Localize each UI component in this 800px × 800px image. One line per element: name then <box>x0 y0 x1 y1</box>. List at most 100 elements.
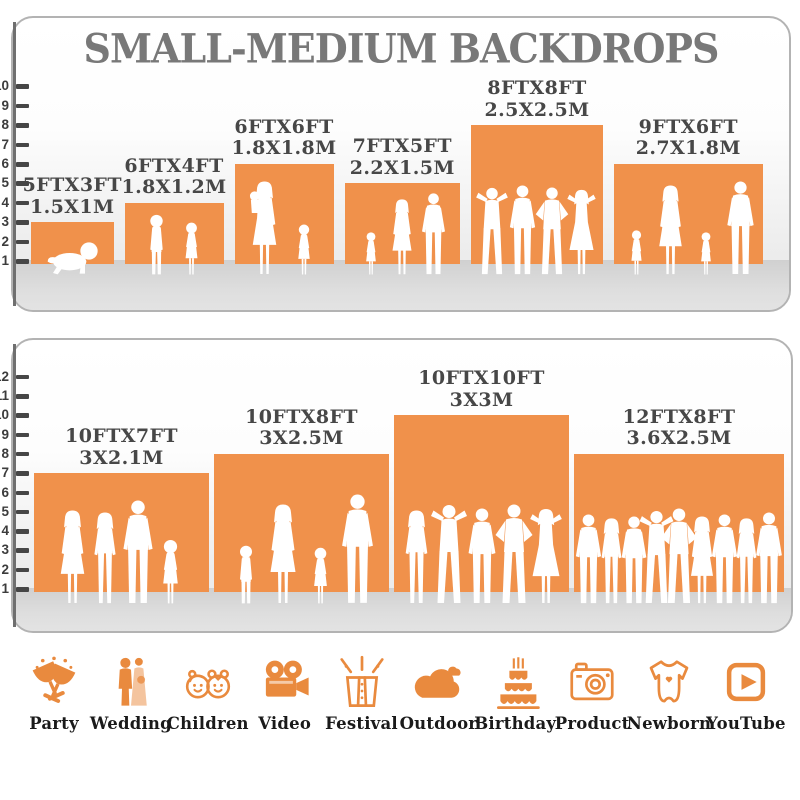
bar-size-feet: 10FTX8FT <box>245 405 358 428</box>
category-item-wedding: Wedding <box>89 655 172 733</box>
figure-woman-arms-up <box>522 508 570 604</box>
y-axis-tick-label: 5 <box>1 175 9 191</box>
figure-baby-crawling <box>39 235 106 275</box>
bar-size-feet: 6FTX4FT <box>124 154 224 177</box>
y-axis-tick-label: 4 <box>1 523 9 539</box>
y-axis-tick-label: 12 <box>0 368 9 384</box>
figure-woman <box>648 185 693 275</box>
y-axis-tick-mark <box>16 471 29 476</box>
y-axis-tick-label: 6 <box>1 484 9 500</box>
category-label: Wedding <box>89 714 172 733</box>
bar-size-meters: 1.8X1.2M <box>121 176 227 199</box>
y-axis-tick-label: 6 <box>1 156 9 171</box>
category-item-product: Product <box>554 655 630 733</box>
category-item-children: Children <box>166 655 249 733</box>
y-axis-tick-label: 9 <box>1 97 9 113</box>
figure-girl <box>695 231 717 275</box>
figure-man <box>702 514 747 604</box>
y-axis-tick-mark <box>16 123 29 128</box>
category-label: Newborn <box>626 714 712 733</box>
figure-man <box>717 181 764 275</box>
bar-size-label: 10FTX7FT 3X2.1M <box>65 425 178 469</box>
figure-man-arms-up <box>633 510 680 604</box>
figure-man <box>330 494 385 604</box>
figure-man <box>413 193 454 275</box>
y-axis-tick-mark <box>16 567 29 573</box>
category-item-youtube: YouTube <box>706 655 785 733</box>
y-axis-tick-mark <box>16 529 29 534</box>
figure-man-hands-hips <box>489 504 539 604</box>
figure-woman-pants <box>725 518 768 604</box>
y-axis-tick-mark <box>16 432 29 438</box>
y-axis-tick-mark <box>16 413 29 418</box>
bar-size-meters: 2.7X1.8M <box>635 137 741 160</box>
bar-size-feet: 7FTX5FT <box>352 135 452 158</box>
newborn-icon <box>642 655 696 709</box>
y-axis-tick-label: 1 <box>1 581 9 596</box>
category-item-party: Party <box>16 655 92 733</box>
category-label: Birthday <box>474 714 557 733</box>
y-axis-tick-mark <box>16 142 29 148</box>
category-label: Children <box>166 714 249 733</box>
festival-icon <box>335 655 389 709</box>
ground-strip <box>13 260 789 310</box>
y-axis-tick-mark <box>16 587 29 592</box>
bar-size-feet: 6FTX6FT <box>234 116 334 138</box>
youtube-icon <box>719 655 773 709</box>
panel-large: 12345678910111210FTX7FT3X2.1M10FTX8FT3X2… <box>0 338 793 633</box>
y-axis-tick-label: 5 <box>1 503 9 519</box>
category-label: Product <box>554 714 630 733</box>
product-icon <box>565 655 619 709</box>
bar-size-label: 12FTX8FT 3.6X2.5M <box>623 406 736 450</box>
figure-woman-pants <box>82 512 128 604</box>
category-item-newborn: Newborn <box>627 655 711 733</box>
y-axis-tick-label: 9 <box>1 426 9 442</box>
figure-woman <box>680 516 724 604</box>
bar-size-label: 10FTX10FT 3X3M <box>418 367 545 411</box>
figure-woman <box>49 510 96 604</box>
bar-size-feet: 9FTX6FT <box>638 116 738 138</box>
panel-small-medium: SMALL-MEDIUM BACKDROPS 1 2 3 4 5 6 7 8 9 10 5FTX3F… <box>0 16 791 312</box>
y-axis-tick-mark <box>16 548 29 553</box>
video-icon <box>258 655 312 709</box>
category-label: Party <box>29 714 79 733</box>
bar-size-label: 5FTX3FT 1.5X1M <box>23 174 122 218</box>
bar-size-label: 9FTX6FT 2.7X1.8M <box>635 116 741 160</box>
bar-size-meters: 1.8X1.8M <box>231 137 337 160</box>
y-axis-tick-label: 8 <box>1 445 9 461</box>
figure-boy <box>141 213 172 275</box>
y-axis-tick-label: 10 <box>0 407 9 423</box>
y-axis-tick-mark <box>16 181 29 186</box>
y-axis-tick-mark <box>16 509 29 515</box>
y-axis-tick-mark <box>16 451 29 457</box>
figure-man <box>500 185 545 275</box>
y-axis-tick-mark <box>16 239 29 245</box>
figure-boy <box>231 544 261 604</box>
category-label: Video <box>258 714 312 733</box>
y-axis-tick-label: 8 <box>1 117 9 133</box>
figure-man-hands-hips <box>530 187 574 275</box>
y-axis-tick-label: 10 <box>0 78 9 94</box>
category-label: Festival <box>325 714 398 733</box>
bar-size-meters: 3X3M <box>449 388 514 411</box>
category-item-festival: Festival <box>324 655 400 733</box>
figure-girl <box>306 546 335 604</box>
figure-woman-arms-up <box>560 189 603 275</box>
y-axis-tick-mark <box>16 374 29 380</box>
category-item-video: Video <box>247 655 323 733</box>
figure-man-arms-up <box>470 187 514 275</box>
figure-woman <box>258 504 308 604</box>
y-axis-tick-mark <box>16 259 29 264</box>
bar-size-meters: 3X2.1M <box>79 446 164 469</box>
bar-size-meters: 1.5X1M <box>30 195 115 218</box>
y-axis-tick-label: 2 <box>1 233 9 249</box>
y-axis-tick-label: 3 <box>1 214 9 230</box>
bar-size-meters: 3X2.5M <box>259 427 344 450</box>
bar-size-feet: 10FTX10FT <box>418 367 545 390</box>
figure-man <box>566 514 611 604</box>
children-icon <box>181 655 235 709</box>
backdrop-bar <box>124 202 224 264</box>
y-axis-line <box>13 344 16 627</box>
figure-man-arms-up <box>424 504 474 604</box>
